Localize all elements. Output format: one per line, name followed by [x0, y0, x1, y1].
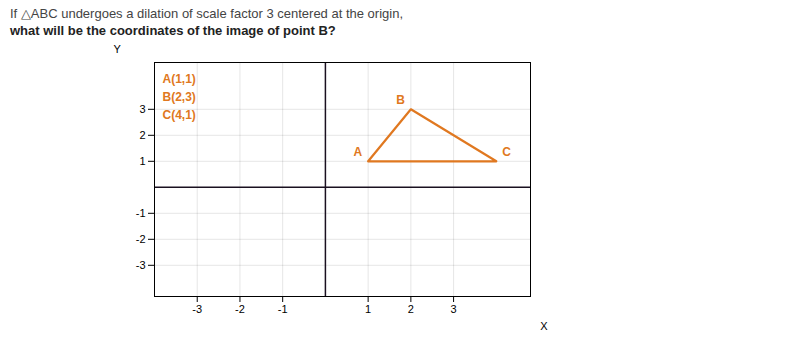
svg-text:1: 1: [139, 155, 145, 167]
svg-text:-1: -1: [278, 303, 288, 315]
svg-text:-3: -3: [136, 259, 146, 271]
svg-text:-2: -2: [136, 233, 146, 245]
svg-text:3: 3: [139, 103, 145, 115]
html-text:what will be the coordinates o: what will be the coordinates of the imag…: [10, 23, 336, 38]
svg-text:X: X: [540, 320, 548, 332]
svg-text:B: B: [396, 93, 405, 107]
svg-text:1: 1: [365, 303, 371, 315]
svg-text:A: A: [353, 145, 362, 159]
html-text:If △ABC undergoes a dilation o: If △ABC undergoes a dilation of scale fa…: [10, 6, 403, 21]
svg-text:C: C: [502, 145, 511, 159]
svg-text:3: 3: [451, 303, 457, 315]
svg-text:Y: Y: [114, 43, 122, 55]
svg-text:-2: -2: [235, 303, 245, 315]
svg-text:2: 2: [139, 129, 145, 141]
svg-text:A(1,1)B(2,3)C(4,1): A(1,1)B(2,3)C(4,1): [163, 72, 196, 122]
svg-text:-3: -3: [192, 303, 202, 315]
svg-text:-1: -1: [136, 207, 146, 219]
svg-text:2: 2: [408, 303, 414, 315]
